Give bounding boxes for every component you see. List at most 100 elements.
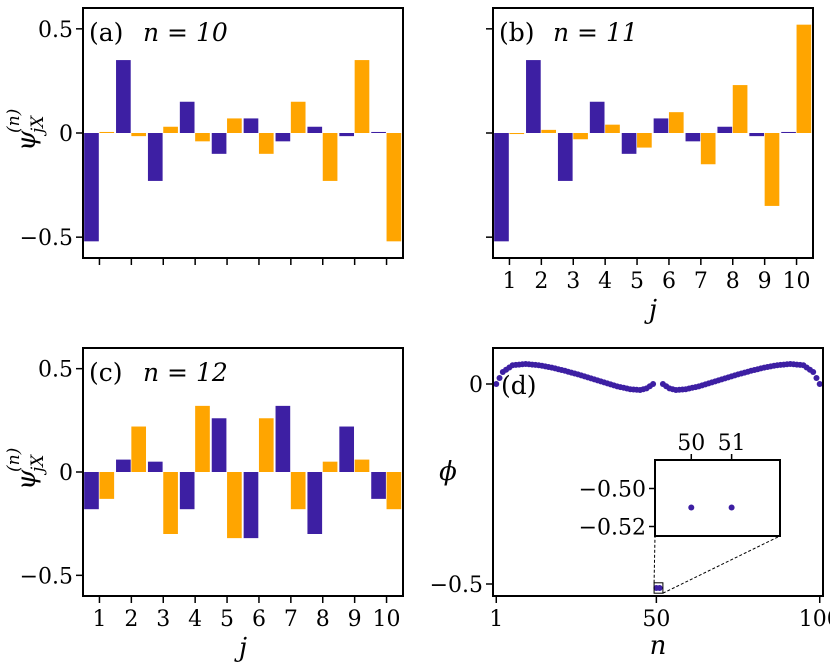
ytick-label-c-2: −0.5 (20, 564, 73, 589)
bar-c-s2-j9 (354, 459, 370, 472)
bar-b-s2-j3 (573, 133, 588, 140)
ytick-label-d-1: −0.5 (430, 573, 483, 598)
bar-a-s1-j8 (307, 126, 323, 133)
xtick-label-c-0: 1 (92, 607, 106, 632)
bar-b-s2-j8 (732, 85, 748, 133)
bar-a-s1-j1 (84, 133, 99, 242)
bar-b-s2-j9 (764, 133, 780, 206)
bar-c-s2-j7 (290, 472, 306, 510)
bar-b-s1-j7 (685, 133, 701, 142)
bar-b-s2-j1 (509, 133, 525, 135)
inset-xtick-label-0: 50 (677, 431, 705, 456)
bar-b-s2-j2 (541, 129, 557, 133)
xtick-label-b-8: 9 (758, 269, 772, 294)
bar-a-s1-j5 (211, 133, 227, 154)
bar-c-s2-j8 (322, 461, 338, 472)
annotation-c: n = 12 (143, 358, 228, 387)
inset-ytick-label-0: −0.50 (579, 478, 646, 503)
inset-frame (654, 459, 781, 537)
bar-c-s2-j6 (258, 418, 274, 472)
bar-a-s2-j7 (290, 101, 306, 133)
bar-a-s2-j8 (322, 133, 338, 181)
inset-point-50 (688, 504, 695, 511)
bar-c-s1-j1 (84, 472, 99, 510)
ytick-label-c-1: 0 (59, 461, 73, 486)
xtick-label-b-2: 3 (566, 269, 580, 294)
ylabel-base-c: ψ (12, 469, 42, 490)
ytick-label-c-0: 0.5 (38, 358, 73, 383)
bar-a-s2-j1 (99, 131, 115, 133)
panel-label-a: (a) (89, 18, 123, 47)
bar-c-s1-j10 (371, 472, 386, 499)
xtick-label-b-4: 5 (630, 269, 644, 294)
point-d-n2 (496, 375, 503, 381)
bar-a-s1-j7 (275, 133, 291, 142)
bar-b-s1-j8 (717, 126, 733, 133)
bar-b-s1-j2 (526, 60, 541, 133)
xtick-label-b-1: 2 (534, 269, 548, 294)
annotation-a: n = 10 (143, 18, 228, 47)
bar-c-s1-j2 (116, 459, 131, 472)
bar-a-s1-j4 (179, 101, 195, 133)
bar-a-s1-j2 (116, 60, 131, 133)
point-d-n100 (816, 381, 823, 387)
zoom-source-box (653, 582, 664, 594)
xtick-label-d-2: 100 (799, 607, 830, 632)
xtick-label-c-2: 3 (156, 607, 170, 632)
bar-a-s2-j10 (386, 133, 402, 242)
ylabel-a: ψjX(n) (4, 109, 48, 151)
xlabel-b: j (644, 295, 657, 325)
ylabel-sub-c: jX (28, 454, 48, 476)
bar-c-s2-j10 (386, 472, 402, 510)
bar-a-s1-j3 (147, 133, 163, 181)
xtick-label-b-9: 10 (783, 269, 811, 294)
xlabel-d: n (650, 631, 667, 661)
bar-a-s2-j4 (195, 133, 210, 142)
xtick-label-c-7: 8 (316, 607, 330, 632)
xtick-label-b-7: 8 (726, 269, 740, 294)
bar-b-s1-j3 (557, 133, 573, 181)
point-d-highlight-51 (656, 585, 663, 591)
xlabel-c: j (234, 633, 247, 663)
bar-c-s1-j4 (179, 472, 195, 510)
bar-c-s2-j4 (195, 405, 210, 472)
xtick-label-c-1: 2 (124, 607, 138, 632)
panel-a: 0.5 0 −0.5 (a) n = 10 ψjX(n) (4, 7, 404, 265)
ylabel-sup-c: (n) (4, 448, 24, 472)
bar-b-s1-j5 (621, 133, 637, 154)
bar-c-s2-j5 (227, 472, 242, 539)
bar-b-s1-j4 (589, 101, 605, 133)
bar-c-s1-j7 (275, 405, 291, 472)
ylabel-sub-a: jX (28, 115, 48, 137)
bar-a-s2-j5 (227, 118, 242, 133)
bar-c-s1-j6 (243, 472, 259, 539)
zoom-connector-right (662, 535, 781, 594)
bar-c-s1-j5 (211, 418, 227, 472)
bar-c-s2-j1 (99, 472, 115, 499)
bar-c-s2-j2 (131, 426, 147, 472)
panel-label-b: (b) (499, 18, 535, 47)
panel-c: 0.5 0 −0.5 1 2 3 4 5 6 7 8 9 10 (c) n = 12 j ψjX(n) (4, 347, 404, 663)
ylabel-sup-a: (n) (4, 109, 24, 133)
bar-c-s1-j8 (307, 472, 323, 534)
ytick-label-a-0: 0.5 (38, 18, 73, 43)
bar-b-s1-j6 (653, 118, 669, 133)
bar-c-s1-j9 (339, 426, 355, 472)
xtick-label-b-5: 6 (662, 269, 676, 294)
panel-b: 1 2 3 4 5 6 7 8 9 10 (b) n = 11 j (486, 7, 814, 325)
panel-d: 1 50 100 0 −0.5 (d) n ϕ 50 51 −0.50 −0.52 (430, 347, 830, 661)
annotation-b: n = 11 (553, 18, 638, 47)
bar-b-s1-j10 (781, 131, 796, 133)
bar-a-s2-j2 (131, 133, 147, 137)
bar-b-s2-j5 (637, 133, 652, 148)
bar-a-s1-j9 (339, 133, 355, 137)
ytick-label-a-1: 0 (59, 122, 73, 147)
ylabel-d: ϕ (439, 457, 457, 487)
panel-label-c: (c) (89, 358, 123, 387)
point-d-n98 (810, 369, 817, 375)
bar-b-s1-j9 (749, 133, 765, 137)
inset-ytick-label-1: −0.52 (579, 516, 646, 541)
xtick-label-c-6: 7 (284, 607, 298, 632)
xtick-label-d-0: 1 (489, 607, 503, 632)
